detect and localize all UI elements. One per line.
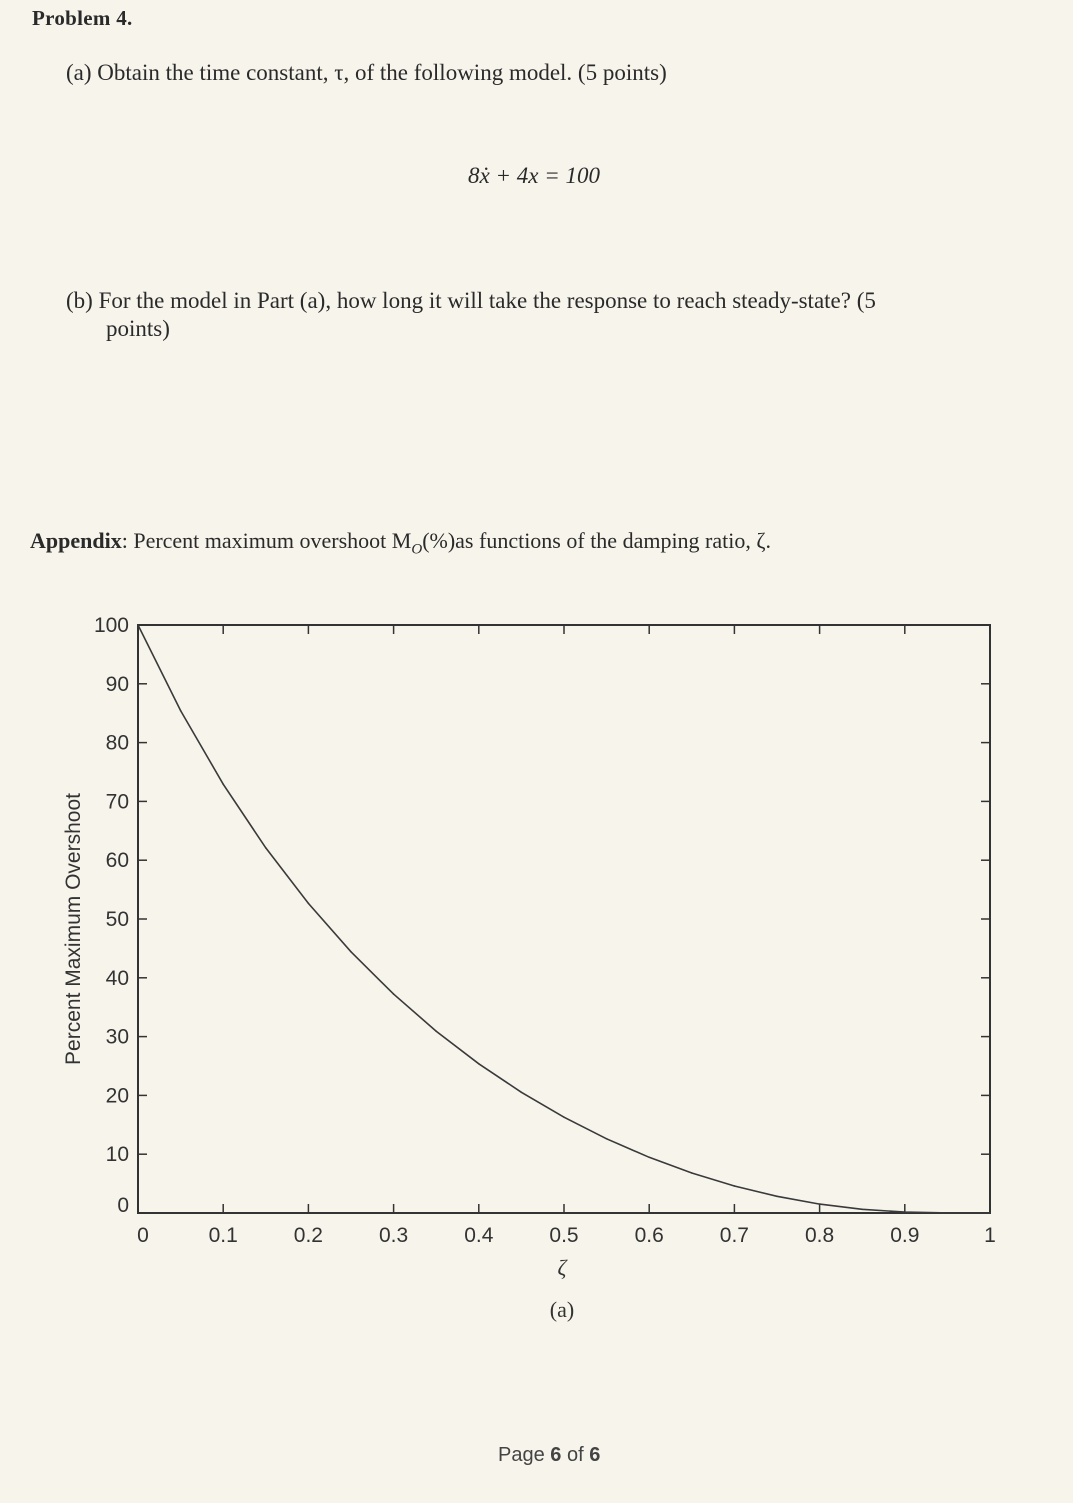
y-tick-label: 80 [106,732,129,755]
y-tick-label: 10 [106,1143,129,1166]
model-equation: 8ẋ + 4x = 100 [468,163,600,188]
y-tick-label: 30 [106,1026,129,1049]
data-point [691,1172,693,1174]
data-point [478,1062,480,1065]
series-line [137,624,991,1214]
y-tick-label: 100 [94,614,129,637]
plot-frame [137,624,991,1214]
y-tick-label: 90 [106,673,129,696]
y-tick-label: 40 [106,967,129,990]
y-tick-label: 60 [106,849,129,872]
x-tick-label: 0.3 [379,1224,408,1247]
y-tick-label: 0 [117,1194,129,1217]
data-point [137,624,139,626]
y-axis-title: Percent Maximum Overshoot [62,793,85,1065]
appendix-text: : Percent maximum overshoot M [121,528,412,553]
part-a-question: (a) Obtain the time constant, τ, of the … [66,60,667,85]
data-point [265,847,267,849]
x-axis-title: ζ [558,1255,569,1280]
data-point [818,1203,821,1205]
x-tick-label: 0.5 [549,1224,578,1247]
x-tick-label: 1 [984,1224,996,1247]
part-b-line1: (b) For the model in Part (a), how long … [66,288,876,313]
x-tick-label: 0.4 [464,1224,494,1247]
data-point [350,950,352,953]
data-point [733,1185,736,1187]
x-tick-label: 0 [137,1224,149,1247]
x-tick-label: 0.1 [209,1224,238,1247]
part-b-line2: points) [106,316,170,341]
appendix-caption: Appendix: Percent maximum overshoot MO(%… [30,528,771,558]
data-point [648,1156,650,1159]
y-tick-label: 70 [106,790,129,813]
page-number: 6 [550,1444,562,1466]
data-point [520,1091,523,1094]
data-point [392,993,395,995]
page-mid: of [561,1444,590,1466]
page-footer: Page 6 of 6 [498,1444,600,1467]
x-tick-label: 0.9 [890,1224,919,1247]
data-point [605,1137,608,1140]
data-point [904,1211,906,1213]
x-tick-label: 0.6 [635,1224,664,1247]
chart-sublabel: (a) [550,1297,574,1322]
y-tick-label: 20 [106,1084,129,1107]
page-prefix: Page [498,1444,551,1466]
data-point [435,1030,438,1032]
data-point [563,1116,565,1118]
x-tick-label: 0.2 [294,1224,323,1247]
part-b-question: (b) For the model in Part (a), how long … [66,287,1046,343]
data-point [307,902,310,905]
appendix-label: Appendix [30,528,122,553]
page-total: 6 [589,1444,601,1466]
data-point [776,1195,778,1198]
data-point [179,709,182,712]
data-point [946,1212,949,1214]
data-point [861,1208,863,1211]
y-tick-label: 50 [106,908,129,931]
problem-title: Problem 4. [32,6,133,30]
data-point [989,1212,991,1214]
appendix-text2: (%)as functions of the damping ratio, ζ. [422,528,771,553]
data-point [222,783,224,786]
appendix-subscript: O [411,541,423,558]
x-tick-label: 0.7 [720,1224,749,1247]
x-tick-label: 0.8 [805,1224,834,1247]
